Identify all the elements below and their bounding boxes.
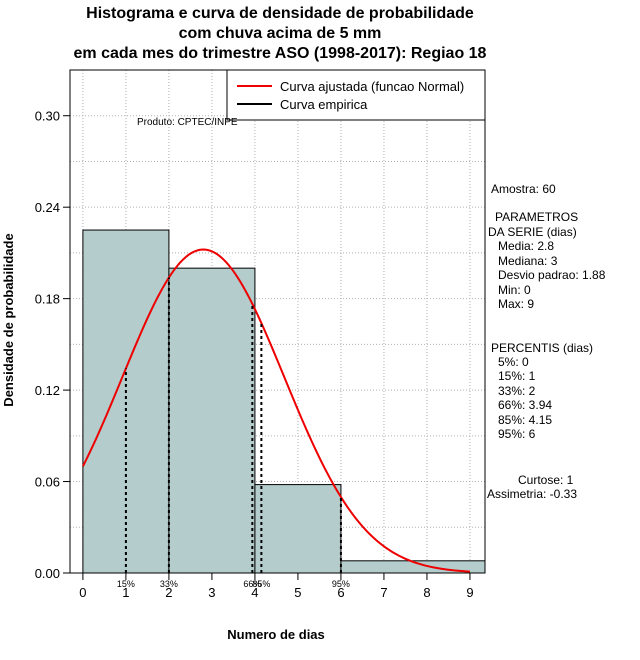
stat-params-title-1: PARAMETROS [495, 210, 579, 224]
stat-p33: 33%: 2 [498, 384, 536, 398]
chart-title-line-2: com chuva acima de 5 mm [178, 25, 382, 42]
percentile-label-15: 15% [117, 579, 135, 589]
percentile-label-66: 66% [243, 579, 261, 589]
x-tick-label: 5 [294, 585, 301, 600]
x-tick-label: 0 [79, 585, 86, 600]
stat-desvio: Desvio padrao: 1.88 [498, 268, 606, 282]
legend-empirical-label: Curva empirica [280, 97, 368, 112]
x-tick-label: 1 [122, 585, 129, 600]
stat-percentis-title: PERCENTIS (dias) [491, 341, 594, 355]
stat-p95: 95%: 6 [498, 427, 536, 441]
axis-layer: 0 1 2 3 4 5 6 7 8 9 0.00 0.06 0.12 0.18 0.24 0.30 [35, 69, 486, 600]
y-tick-label: 0.06 [35, 475, 60, 490]
percentile-label-85: 85% [252, 579, 270, 589]
percentile-label-95: 95% [332, 579, 350, 589]
legend-box [226, 69, 486, 121]
stat-amostra: Amostra: 60 [491, 182, 556, 196]
stat-curtose: Curtose: 1 [518, 473, 574, 487]
stat-p85: 85%: 4.15 [498, 413, 553, 427]
stat-max: Max: 9 [498, 297, 535, 311]
x-tick-label: 4 [251, 585, 258, 600]
credit-text: Produto: CPTEC/INPE [137, 117, 238, 128]
chart-title-line-1: Histograma e curva de densidade de proba… [86, 5, 474, 22]
histogram-bar-3 [254, 484, 342, 574]
stat-p5: 5%: 0 [498, 355, 529, 369]
x-tick-label: 3 [208, 585, 215, 600]
y-axis-title: Densidade de probabilidade [1, 233, 16, 406]
x-tick-label: 2 [165, 585, 172, 600]
percentile-label-33: 33% [160, 579, 178, 589]
histogram-bar-2 [168, 267, 256, 574]
chart-title-line-3: em cada mes do trimestre ASO (1998-2017)… [73, 45, 487, 62]
stat-mediana: Mediana: 3 [498, 254, 558, 268]
x-tick-label: 8 [423, 585, 430, 600]
stat-min: Min: 0 [498, 283, 531, 297]
y-tick-label: 0.18 [35, 292, 60, 307]
x-tick-label: 7 [380, 585, 387, 600]
y-tick-label: 0.00 [35, 566, 60, 581]
y-tick-label: 0.30 [35, 109, 60, 124]
x-axis-title: Numero de dias [227, 627, 325, 642]
y-tick-label: 0.24 [35, 200, 60, 215]
curve-layer [82, 248, 471, 573]
stat-p15: 15%: 1 [498, 369, 536, 383]
percentile-layer: 15% 33% 66%85% 95% [117, 277, 350, 589]
histogram-bar-1 [82, 229, 170, 574]
legend-fitted-label: Curva ajustada (funcao Normal) [280, 79, 464, 94]
stat-p66: 66%: 3.94 [498, 398, 553, 412]
stat-assimetria: Assimetria: -0.33 [487, 487, 578, 501]
x-tick-label: 6 [337, 585, 344, 600]
bar-layer [82, 229, 486, 574]
normal-fit-curve [82, 248, 471, 573]
x-tick-label: 9 [466, 585, 473, 600]
stat-media: Media: 2.8 [498, 239, 555, 253]
y-tick-label: 0.12 [35, 383, 60, 398]
stat-params-title-2: DA SERIE (dias) [488, 225, 577, 239]
